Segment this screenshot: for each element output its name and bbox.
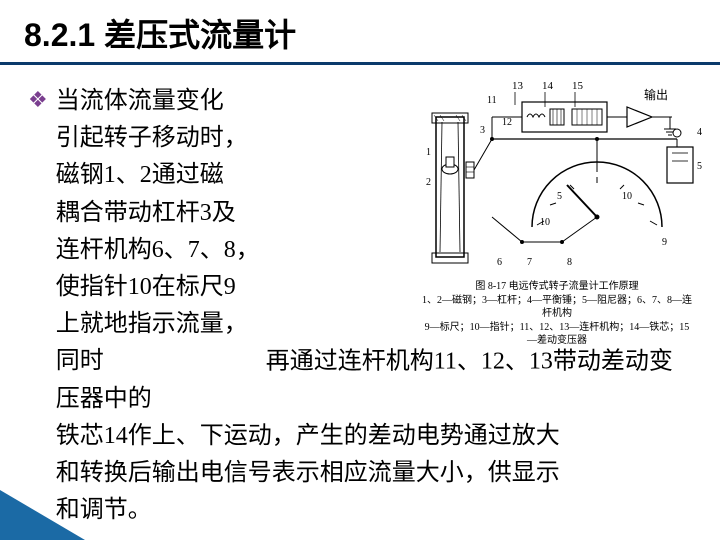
line-10: 铁芯14作上、下运动，产生的差动电势通过放大 xyxy=(56,423,560,449)
bullet-icon: ❖ xyxy=(28,83,48,117)
gauge-10: 10 xyxy=(622,191,632,202)
label-12: 12 xyxy=(502,117,512,128)
label-4: 4 xyxy=(697,127,702,138)
caption-legend-2: 9—标尺；10—指针；11、12、13—连杆机构；14—铁芯；15—差动变压器 xyxy=(422,321,692,348)
line-2: 引起转子移动时， xyxy=(56,125,248,151)
gauge-5: 5 xyxy=(557,191,562,202)
line-1: 当流体流量变化 xyxy=(56,88,224,114)
label-13: 13 xyxy=(512,80,524,92)
figure-caption: 图 8-17 电远传式转子流量计工作原理 1、2—磁钢；3—杠杆；4—平衡锤；5… xyxy=(422,280,692,348)
label-2: 2 xyxy=(426,177,431,188)
label-14: 14 xyxy=(542,80,554,92)
label-10: 10 xyxy=(540,217,550,228)
label-8: 8 xyxy=(567,257,572,268)
title-bar: 8.2.1 差压式流量计 xyxy=(0,0,720,65)
label-9: 9 xyxy=(662,237,667,248)
line-11: 和转换后输出电信号表示相应流量大小，供显示 xyxy=(56,460,560,486)
caption-legend-1: 1、2—磁钢；3—杠杆；4—平衡锤；5—阻尼器；6、7、8—连杆机构 xyxy=(422,294,692,321)
label-1: 1 xyxy=(426,147,431,158)
label-3: 3 xyxy=(480,125,485,136)
label-output: 输出 xyxy=(644,87,668,102)
line-7: 上就地指示流量， xyxy=(56,311,248,337)
caption-title: 图 8-17 电远传式转子流量计工作原理 xyxy=(422,280,692,294)
label-6: 6 xyxy=(497,257,502,268)
line-3: 磁钢1、2通过磁 xyxy=(56,162,224,188)
label-11: 11 xyxy=(487,95,497,106)
section-title: 8.2.1 差压式流量计 xyxy=(24,10,696,56)
label-15: 15 xyxy=(572,80,584,92)
line-4: 耦合带动杠杆3及 xyxy=(56,200,236,226)
content-area: 13 14 15 输出 xyxy=(0,65,720,529)
line-6: 使指针10在标尺9 xyxy=(56,274,236,300)
line-5: 连杆机构6、7、8， xyxy=(56,237,260,263)
label-5: 5 xyxy=(697,161,702,172)
line-8: 同时 xyxy=(56,348,104,374)
label-7: 7 xyxy=(527,257,532,268)
figure-diagram: 13 14 15 输出 xyxy=(422,77,702,277)
corner-decoration xyxy=(0,490,85,540)
